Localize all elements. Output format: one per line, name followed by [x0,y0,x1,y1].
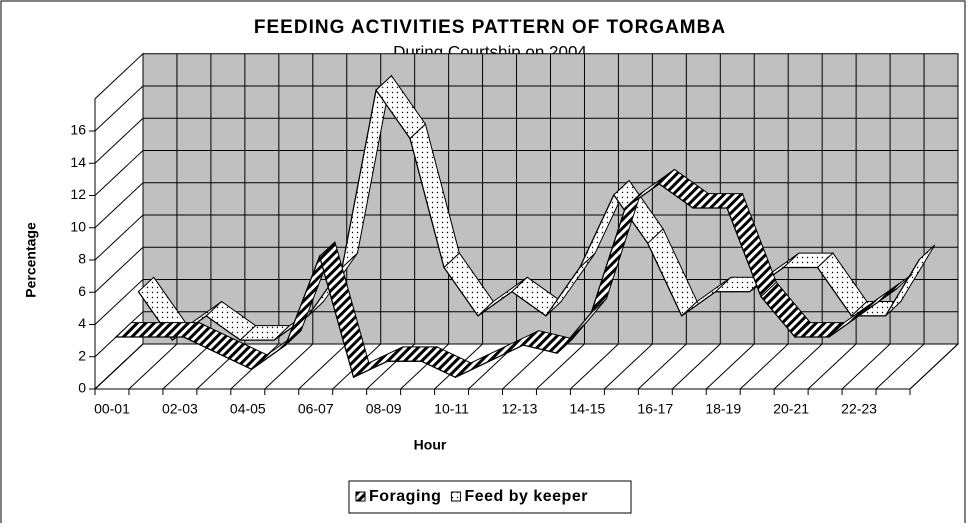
x-tick-label: 02-03 [162,401,198,417]
y-tick-label: 0 [78,380,86,396]
chart-title: FEEDING ACTIVITIES PATTERN OF TORGAMBA [254,17,726,38]
y-tick-label: 2 [78,347,86,363]
floor-grid-line [94,343,144,390]
floor-grid-line [637,343,687,390]
x-axis-label: Hour [414,437,447,453]
x-tick-label: 14-15 [569,401,605,417]
legend-marker [450,491,461,502]
x-tick-label: 16-17 [637,401,673,417]
legend [348,480,632,514]
y-tick-label: 4 [78,315,86,331]
legend-label: Foraging [369,488,441,505]
x-tick-label: 08-09 [366,401,402,417]
x-tick-label: 22-23 [841,401,877,417]
floor-grid-line [570,343,619,390]
y-tick-label: 8 [78,251,86,267]
y-tick-label: 16 [70,122,86,138]
x-tick-label: 04-05 [230,401,266,417]
x-tick-label: 06-07 [298,401,334,417]
floor-grid-line [909,343,959,390]
y-tick-label: 6 [78,283,86,299]
floor-grid-line [807,343,857,390]
floor-grid-line [502,343,551,390]
y-tick-label: 12 [70,186,86,202]
series-line [115,183,898,379]
floor-grid-line [128,343,178,390]
floor-grid-line [875,343,925,390]
y-tick-label: 14 [70,154,86,170]
legend-marker [355,491,366,502]
x-tick-label: 18-19 [705,401,741,417]
floor-grid-line [264,343,314,390]
floor-grid-line [162,343,212,390]
x-tick-label: 00-01 [94,401,130,417]
floor-grid-line [739,343,789,390]
x-tick-label: 10-11 [434,401,469,417]
floor-grid-line [705,343,755,390]
y-tick-label: 10 [70,218,86,234]
floor-grid-line [773,343,823,390]
y-axis-label: Percentage [23,222,39,298]
x-tick-label: 20-21 [773,401,809,417]
floor-grid-line [671,343,721,390]
floor-grid-line [604,343,653,390]
x-tick-label: 12-13 [502,401,538,417]
floor-grid-line [298,343,348,390]
floor-grid-line [841,343,891,390]
series-line [137,88,920,341]
floor-grid-line [536,343,585,390]
legend-label: Feed by keeper [464,488,588,505]
